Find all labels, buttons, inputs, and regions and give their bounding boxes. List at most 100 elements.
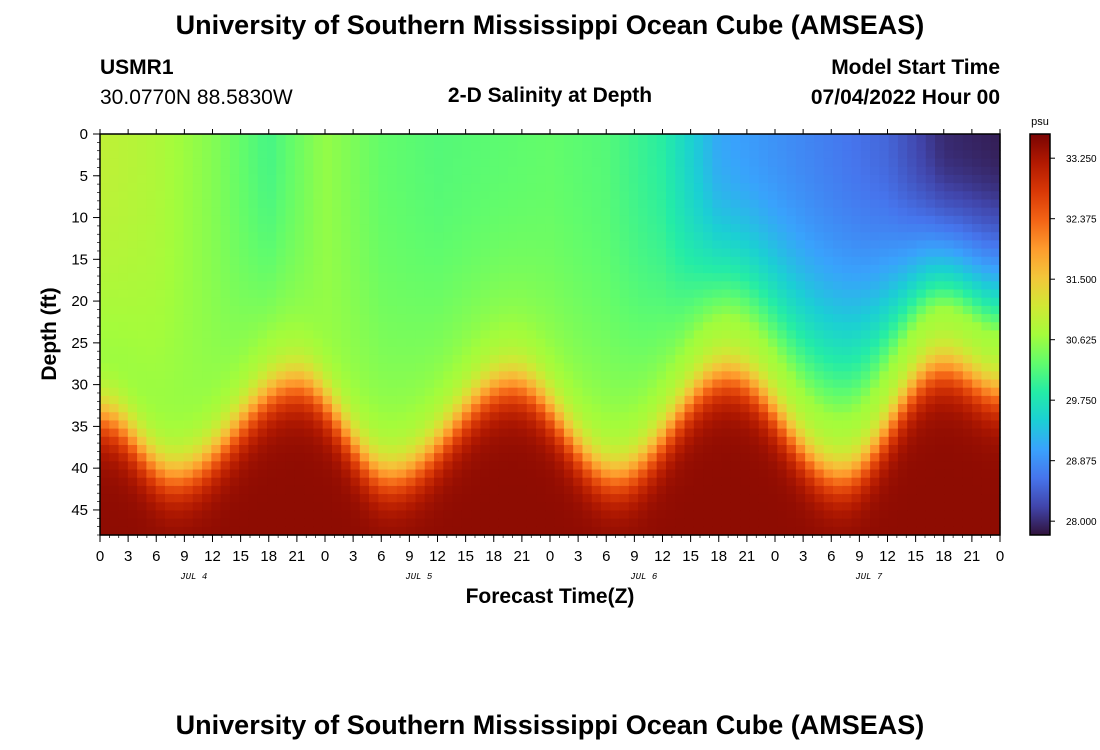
heatmap-cell: [656, 207, 667, 217]
heatmap-cell: [656, 134, 667, 143]
x-tick-label: 0: [771, 548, 779, 565]
heatmap-cell: [628, 207, 639, 217]
heatmap-cell: [452, 485, 463, 495]
heatmap-cell: [953, 330, 964, 340]
heatmap-cell: [267, 199, 277, 209]
heatmap-cell: [304, 477, 314, 487]
heatmap-cell: [842, 330, 853, 340]
heatmap-cell: [118, 485, 129, 495]
heatmap-cell: [322, 461, 333, 471]
heatmap-cell: [536, 526, 546, 536]
heatmap-cell: [415, 215, 426, 225]
heatmap-cell: [647, 510, 658, 520]
heatmap-cell: [443, 453, 454, 462]
heatmap-cell: [749, 518, 760, 528]
heatmap-cell: [517, 526, 528, 536]
heatmap-cell: [981, 379, 992, 389]
heatmap-cell: [294, 436, 305, 446]
heatmap-cell: [276, 387, 287, 397]
heatmap-cell: [508, 404, 519, 413]
heatmap-cell: [276, 207, 287, 217]
heatmap-cell: [870, 224, 880, 233]
heatmap-cell: [341, 518, 352, 528]
heatmap-cell: [981, 485, 992, 495]
heatmap-cell: [498, 207, 509, 217]
heatmap-cell: [257, 256, 268, 266]
heatmap-cell: [860, 477, 871, 487]
heatmap-cell: [202, 134, 212, 143]
heatmap-cell: [981, 314, 992, 323]
heatmap-cell: [721, 371, 732, 381]
heatmap-cell: [192, 199, 203, 209]
heatmap-cell: [118, 134, 129, 143]
heatmap-cell: [406, 224, 417, 233]
heatmap-cell: [137, 485, 147, 495]
heatmap-cell: [786, 420, 797, 430]
heatmap-cell: [897, 215, 908, 225]
heatmap-cell: [851, 469, 862, 479]
heatmap-cell: [276, 330, 287, 340]
heatmap-cell: [378, 453, 389, 462]
heatmap-cell: [387, 142, 398, 151]
heatmap-cell: [100, 469, 110, 479]
heatmap-cell: [322, 264, 333, 274]
heatmap-cell: [331, 191, 342, 201]
heatmap-cell: [740, 502, 751, 512]
heatmap-cell: [842, 150, 853, 160]
heatmap-cell: [879, 224, 890, 233]
heatmap-cell: [164, 314, 175, 323]
heatmap-cell: [109, 404, 120, 413]
heatmap-cell: [424, 346, 435, 356]
heatmap-cell: [981, 232, 992, 241]
heatmap-cell: [461, 150, 472, 160]
heatmap-cell: [202, 387, 212, 397]
heatmap-cell: [536, 494, 546, 503]
heatmap-cell: [378, 322, 389, 331]
heatmap-cell: [907, 134, 918, 143]
heatmap-cell: [378, 314, 389, 323]
heatmap-cell: [684, 256, 695, 266]
heatmap-cell: [601, 150, 611, 160]
heatmap-cell: [396, 248, 407, 258]
heatmap-cell: [554, 346, 565, 356]
heatmap-cell: [192, 150, 203, 160]
heatmap-cell: [953, 215, 964, 225]
heatmap-cell: [471, 477, 482, 487]
heatmap-cell: [944, 404, 955, 413]
heatmap-cell: [285, 444, 296, 454]
heatmap-cell: [972, 240, 983, 250]
heatmap-cell: [768, 387, 778, 397]
heatmap-cell: [443, 191, 454, 201]
heatmap-cell: [164, 305, 175, 315]
heatmap-cell: [498, 330, 509, 340]
heatmap-cell: [406, 412, 417, 422]
heatmap-cell: [814, 166, 825, 176]
heatmap-cell: [684, 420, 695, 430]
heatmap-cell: [805, 273, 816, 282]
heatmap-cell: [331, 436, 342, 446]
heatmap-cell: [879, 191, 890, 201]
model-start-value: 07/04/2022 Hour 00: [810, 86, 1000, 109]
heatmap-cell: [860, 215, 871, 225]
heatmap-cell: [118, 248, 129, 258]
heatmap-cell: [554, 371, 565, 381]
heatmap-cell: [935, 485, 945, 495]
heatmap-cell: [860, 346, 871, 356]
heatmap-cell: [508, 150, 519, 160]
heatmap-cell: [331, 215, 342, 225]
heatmap-cell: [990, 174, 1001, 184]
heatmap-cell: [832, 224, 843, 233]
heatmap-cell: [591, 502, 602, 512]
heatmap-cell: [647, 322, 658, 331]
heatmap-cell: [888, 346, 899, 356]
heatmap-cell: [406, 248, 417, 258]
heatmap-cell: [953, 191, 964, 201]
heatmap-cell: [749, 191, 760, 201]
heatmap-cell: [647, 363, 658, 372]
heatmap-cell: [118, 428, 129, 438]
heatmap-cell: [378, 289, 389, 299]
heatmap-cell: [396, 354, 407, 364]
heatmap-cell: [721, 387, 732, 397]
heatmap-cell: [183, 387, 194, 397]
heatmap-cell: [304, 248, 314, 258]
